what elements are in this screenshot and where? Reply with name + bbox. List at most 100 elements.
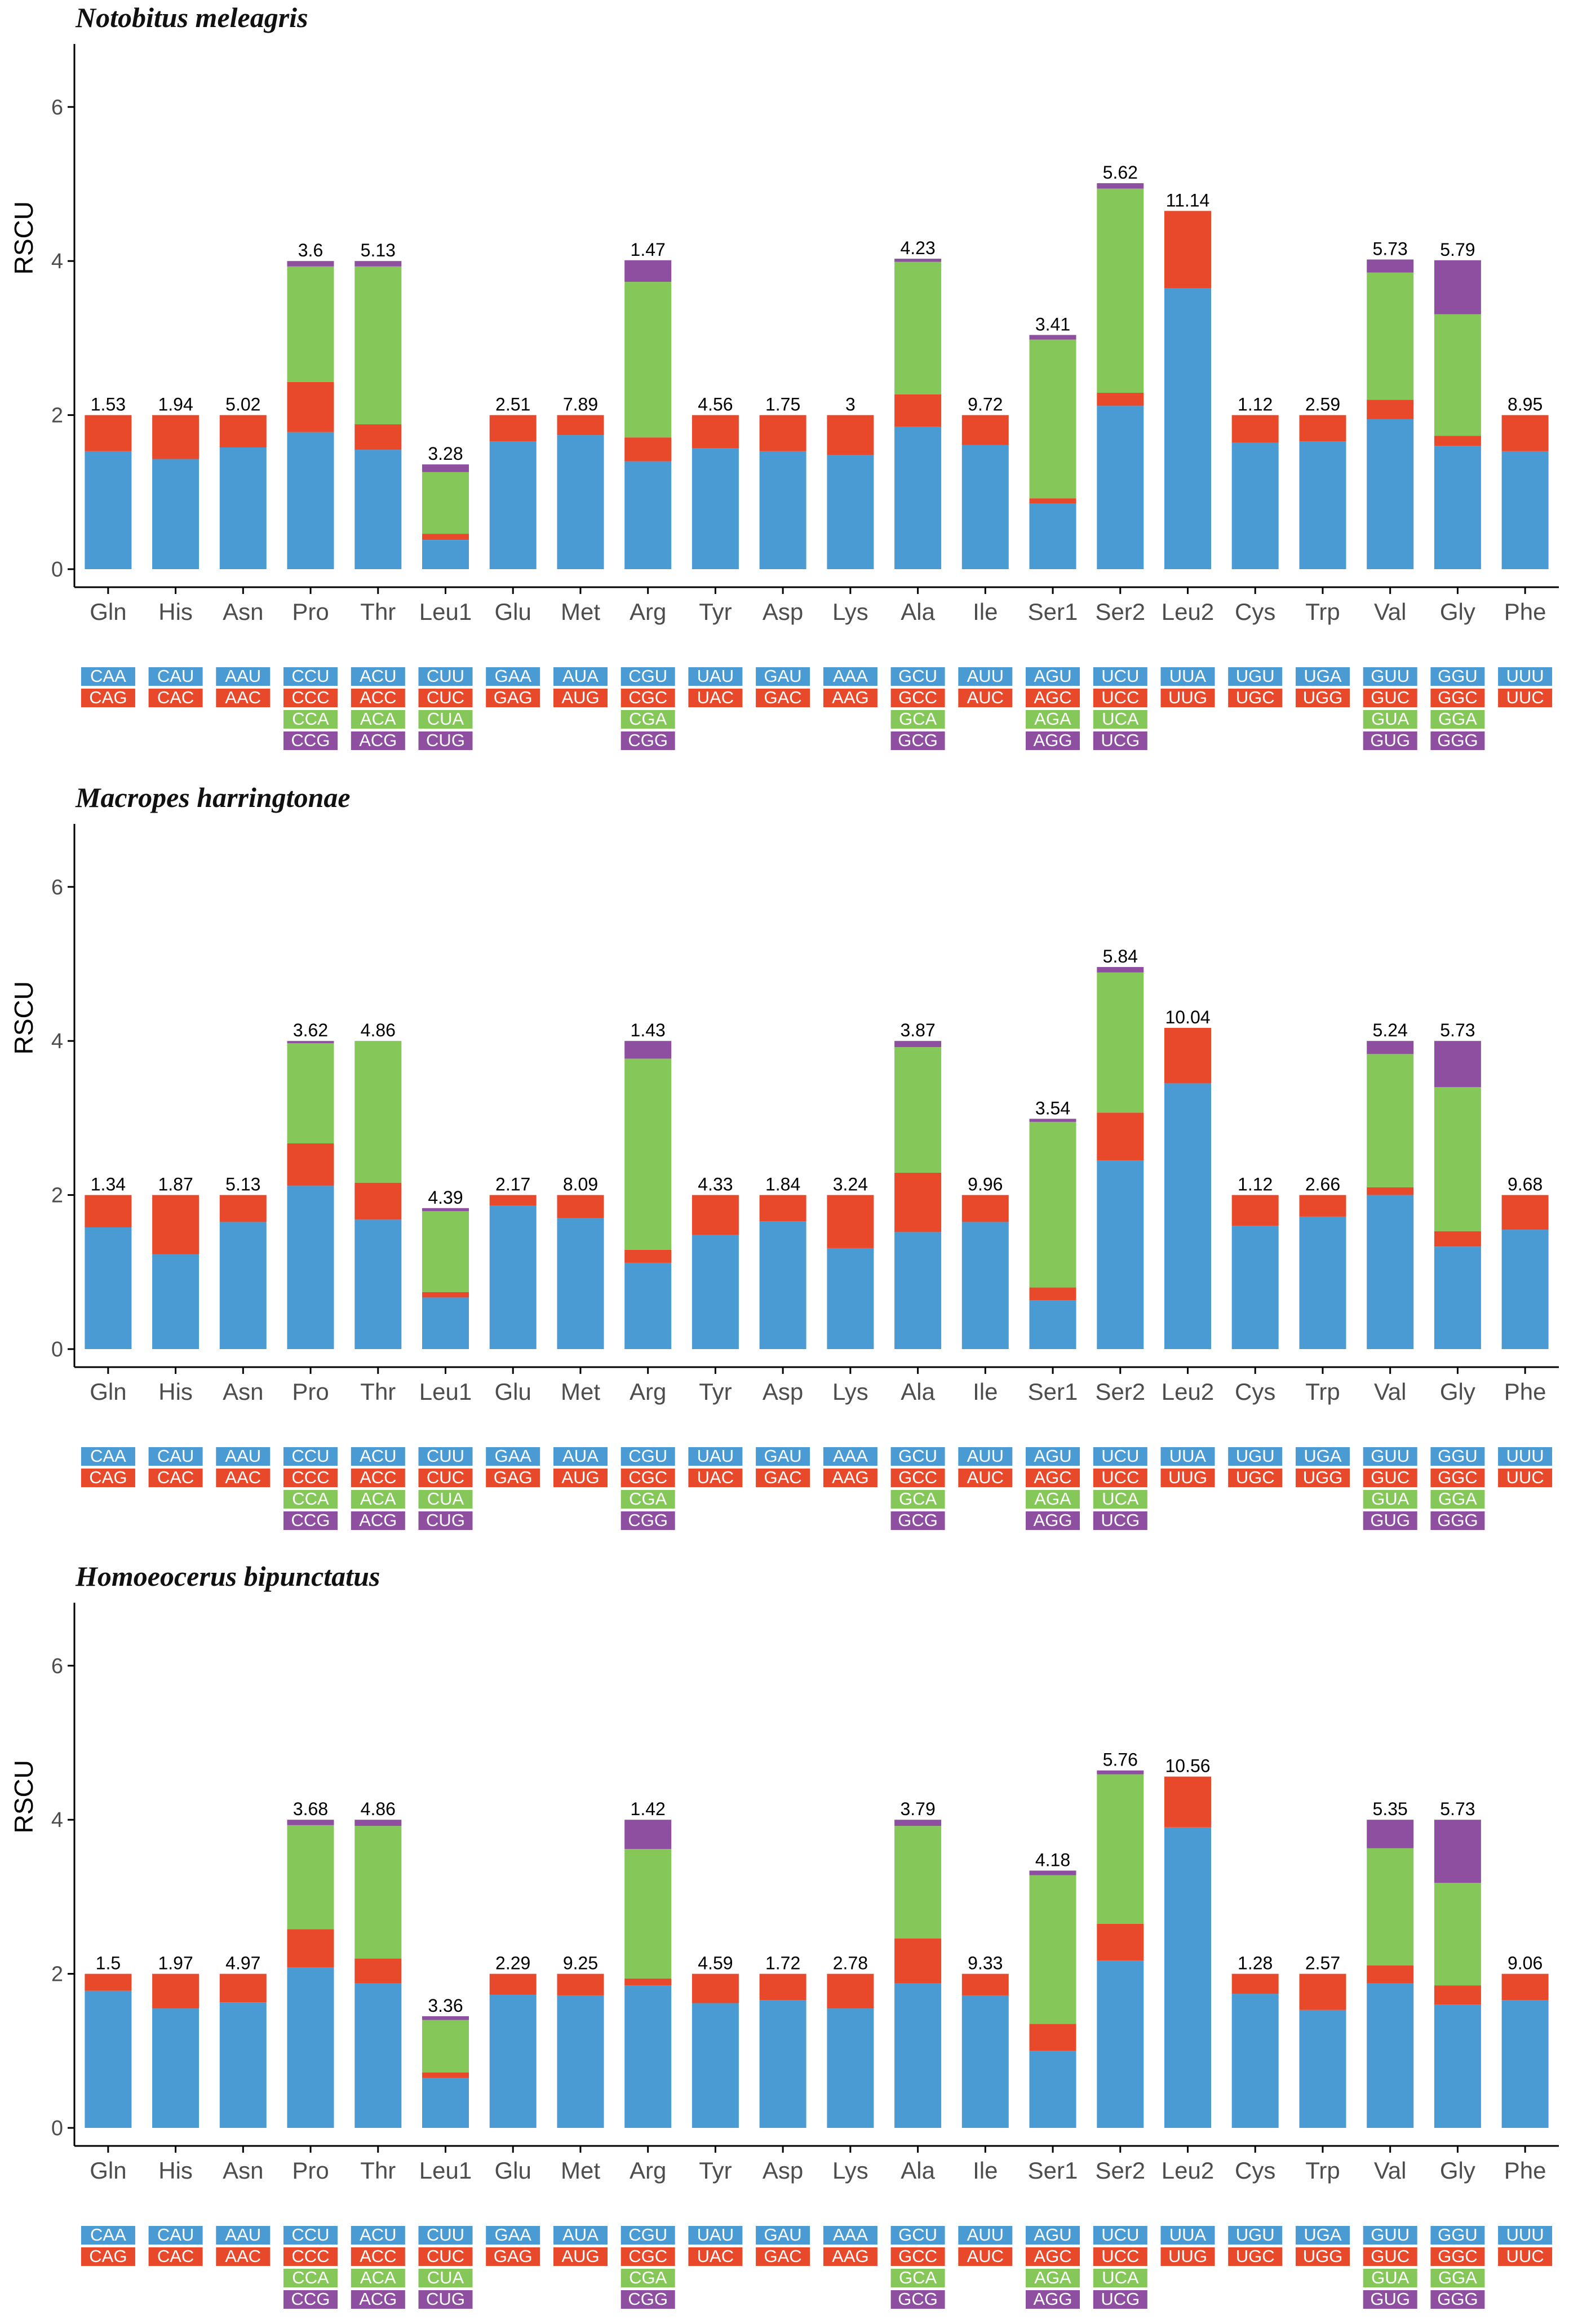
- bar-segment-ala-1: [894, 1232, 942, 1349]
- codon-box-gga: GGA: [1430, 709, 1485, 729]
- codon-box-cga: CGA: [620, 2268, 675, 2287]
- codon-box-fill: [688, 667, 743, 686]
- bar-segment-phe-1: [1501, 2000, 1549, 2128]
- codon-label: AAU: [225, 2225, 261, 2245]
- bar-segment-pro-1: [287, 432, 334, 569]
- codon-box-uug: UUG: [1160, 2246, 1215, 2266]
- codon-label: AUA: [562, 1446, 599, 1466]
- x-tick-label: Asn: [223, 2157, 263, 2184]
- codon-box-fill: [823, 1469, 877, 1487]
- bar-segment-met-1: [557, 1995, 604, 2128]
- codon-box-fill: [1363, 2247, 1417, 2266]
- codon-box-fill: [1430, 1511, 1485, 1530]
- codon-label: AAA: [833, 2225, 868, 2245]
- bar-segment-gln-1: [85, 1990, 132, 2128]
- codon-box-fill: [216, 2226, 271, 2245]
- codon-label: GUC: [1371, 1467, 1410, 1487]
- codon-label: CAA: [90, 1446, 126, 1466]
- codon-box-fill: [890, 1447, 945, 1466]
- codon-box-ucu: UCU: [1093, 1446, 1147, 1466]
- codon-box-gua: GUA: [1363, 2268, 1417, 2287]
- codon-box-uug: UUG: [1160, 1467, 1215, 1487]
- codon-box-gau: GAU: [756, 1446, 810, 1466]
- codon-box-uga: UGA: [1296, 666, 1350, 686]
- bar-segment-leu2-2: [1164, 1028, 1211, 1084]
- codon-box-cca: CCA: [283, 2268, 338, 2287]
- codon-label: CGU: [628, 2225, 667, 2245]
- codon-box-fill: [1160, 1469, 1215, 1487]
- codon-box-fill: [1228, 2247, 1283, 2266]
- codon-box-fill: [283, 2226, 338, 2245]
- codon-box-fill: [823, 2226, 877, 2245]
- x-tick-label: Ala: [901, 2157, 935, 2184]
- codon-box-fill: [148, 667, 203, 686]
- bar-segment-tyr-1: [692, 1235, 739, 1349]
- codon-box-fill: [890, 689, 945, 707]
- codon-box-fill: [148, 689, 203, 707]
- codon-label: CCC: [291, 1467, 329, 1487]
- bar-segment-pro-2: [287, 1143, 334, 1186]
- x-tick-label: Val: [1374, 1378, 1407, 1405]
- bar-segment-pro-3: [287, 266, 334, 382]
- value-label: 8.95: [1508, 394, 1543, 415]
- codon-label: CGA: [629, 709, 667, 729]
- codon-box-ugc: UGC: [1228, 1467, 1283, 1487]
- bar-segment-met-2: [557, 415, 604, 436]
- codon-label: AGG: [1034, 2289, 1072, 2309]
- codon-box-ugu: UGU: [1228, 1446, 1283, 1466]
- codon-box-cau: CAU: [148, 1446, 203, 1466]
- codon-label: CGG: [628, 1510, 668, 1530]
- bar-segment-gly-2: [1434, 1231, 1481, 1247]
- bar-segment-ala-4: [894, 1820, 942, 1826]
- codon-label: GAU: [764, 666, 802, 686]
- codon-box-gau: GAU: [756, 666, 810, 686]
- codon-box-fill: [216, 667, 271, 686]
- codon-box-gug: GUG: [1363, 2289, 1417, 2309]
- codon-box-fill: [418, 2269, 473, 2287]
- codon-box-fill: [1498, 689, 1553, 707]
- codon-box-aaa: AAA: [823, 2225, 877, 2245]
- codon-box-fill: [1430, 710, 1485, 729]
- bar-segment-his-1: [152, 459, 200, 569]
- bar-segment-leu1-2: [422, 1292, 469, 1298]
- codon-box-uca: UCA: [1093, 1489, 1147, 1509]
- codon-box-fill: [486, 2226, 540, 2245]
- codon-box-ucg: UCG: [1093, 730, 1147, 750]
- codon-box-agu: AGU: [1026, 2225, 1080, 2245]
- codon-label: CGA: [629, 1489, 667, 1509]
- codon-box-ugc: UGC: [1228, 2246, 1283, 2266]
- codon-label: CUC: [427, 688, 464, 707]
- codon-box-aua: AUA: [553, 1446, 608, 1466]
- codon-box-fill: [418, 667, 473, 686]
- codon-label: GUA: [1371, 709, 1410, 729]
- codon-box-fill: [486, 1447, 540, 1466]
- value-label: 1.53: [91, 394, 126, 415]
- x-tick-label: Thr: [360, 2157, 396, 2184]
- codon-box-fill: [1296, 2247, 1350, 2266]
- codon-box-gag: GAG: [486, 2246, 540, 2266]
- codon-box-fill: [418, 2290, 473, 2309]
- codon-box-cga: CGA: [620, 709, 675, 729]
- codon-label: ACC: [360, 1467, 396, 1487]
- bar-segment-ala-1: [894, 427, 942, 569]
- value-label: 10.04: [1165, 1007, 1210, 1027]
- bar-segment-ser1-1: [1029, 1300, 1076, 1349]
- codon-label: UCU: [1101, 1446, 1139, 1466]
- value-label: 1.87: [158, 1174, 193, 1195]
- codon-label: CAG: [89, 2246, 127, 2266]
- bar-segment-ala-2: [894, 1173, 942, 1232]
- codon-box-fill: [823, 689, 877, 707]
- codon-label: UGA: [1304, 666, 1342, 686]
- codon-label: UAU: [697, 666, 734, 686]
- bar-segment-tyr-2: [692, 1973, 739, 2003]
- x-tick-label: Val: [1374, 2157, 1407, 2184]
- bar-segment-leu1-4: [422, 1208, 469, 1212]
- codon-box-fill: [620, 2269, 675, 2287]
- codon-label: AGU: [1034, 666, 1071, 686]
- codon-box-fill: [1026, 2226, 1080, 2245]
- codon-label: UUU: [1506, 2225, 1544, 2245]
- codon-box-cug: CUG: [418, 730, 473, 750]
- bar-segment-glu-1: [489, 441, 537, 569]
- codon-box-cca: CCA: [283, 709, 338, 729]
- codon-box-fill: [418, 1469, 473, 1487]
